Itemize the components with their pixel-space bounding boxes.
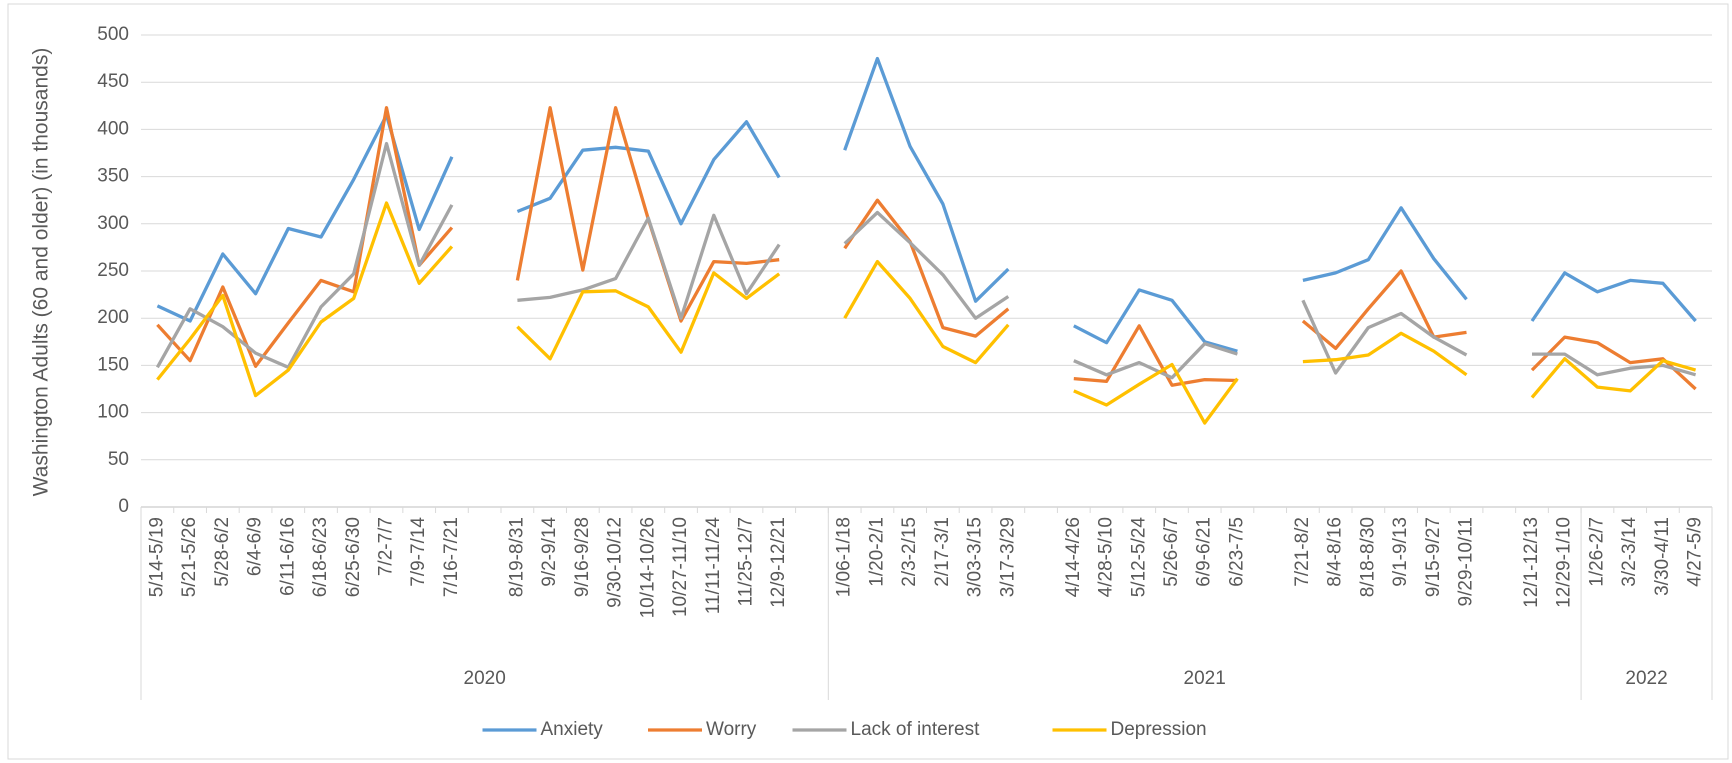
y-tick-label: 200 <box>97 307 129 328</box>
x-tick-label: 8/19-8/31 <box>506 517 527 597</box>
x-tick-label: 3/2-3/14 <box>1619 517 1640 587</box>
x-tick-label: 6/9-6/21 <box>1194 517 1215 587</box>
group-label: 2021 <box>1184 668 1226 689</box>
y-tick-label: 300 <box>97 213 129 234</box>
x-tick-label: 5/21-5/26 <box>179 517 200 597</box>
x-tick-label: 6/4-6/9 <box>245 517 266 576</box>
x-tick-label: 7/9-7/14 <box>408 517 429 587</box>
x-tick-label: 12/29-1/10 <box>1554 517 1575 608</box>
group-label: 2020 <box>464 668 506 689</box>
x-tick-label: 3/03-3/15 <box>965 517 986 597</box>
x-tick-label: 5/12-5/24 <box>1128 517 1149 598</box>
x-tick-label: 7/2-7/7 <box>375 517 396 576</box>
x-tick-label: 11/11-11/24 <box>703 517 724 615</box>
x-tick-label: 9/30-10/12 <box>605 517 626 608</box>
x-tick-label: 2/3-2/15 <box>899 517 920 587</box>
x-tick-label: 9/16-9/28 <box>572 517 593 597</box>
x-tick-label: 11/25-12/7 <box>736 517 757 606</box>
x-tick-label: 5/28-6/2 <box>212 517 233 587</box>
x-tick-label: 4/27-5/9 <box>1685 517 1706 587</box>
x-tick-label: 5/14-5/19 <box>146 517 167 597</box>
x-tick-label: 4/28-5/10 <box>1096 517 1117 597</box>
x-tick-label: 9/2-9/14 <box>539 517 560 587</box>
chart-border <box>7 3 1729 760</box>
y-tick-label: 0 <box>118 496 129 517</box>
legend-label: Worry <box>706 719 757 740</box>
x-tick-label: 8/18-8/30 <box>1357 517 1378 597</box>
x-tick-label: 10/27-11/10 <box>670 517 691 617</box>
y-axis-title: Washington Adults (60 and older) (in tho… <box>30 48 53 497</box>
x-tick-label: 8/4-8/16 <box>1325 517 1346 587</box>
x-tick-label: 6/11-6/16 <box>277 517 298 596</box>
y-tick-label: 250 <box>97 260 129 281</box>
series-line <box>155 141 1697 380</box>
x-tick-label: 12/9-12/21 <box>768 517 789 608</box>
x-tick-label: 6/18-6/23 <box>310 517 331 597</box>
x-tick-label: 1/20-2/1 <box>866 517 887 587</box>
y-tick-label: 150 <box>97 354 129 375</box>
x-tick-label: 9/15-9/27 <box>1423 517 1444 597</box>
legend-label: Depression <box>1111 719 1207 740</box>
series-line <box>156 201 1697 425</box>
x-tick-label: 3/17-3/29 <box>997 517 1018 597</box>
x-tick-label: 4/14-4/26 <box>1063 517 1084 597</box>
x-tick-label: 10/14-10/26 <box>637 517 658 618</box>
legend-label: Anxiety <box>541 719 604 740</box>
x-tick-label: 1/26-2/7 <box>1586 517 1607 587</box>
x-tick-label: 9/1-9/13 <box>1390 517 1411 587</box>
y-tick-label: 100 <box>97 402 129 423</box>
y-tick-label: 350 <box>97 166 129 187</box>
x-tick-label: 5/26-6/7 <box>1161 517 1182 587</box>
y-tick-label: 450 <box>97 71 129 92</box>
x-tick-label: 2/17-3/1 <box>932 517 953 587</box>
y-tick-label: 500 <box>97 24 129 45</box>
x-tick-label: 7/16-7/21 <box>441 517 462 597</box>
x-tick-label: 9/29-10/11 <box>1456 517 1477 606</box>
x-tick-label: 6/25-6/30 <box>343 517 364 597</box>
x-tick-label: 6/23-7/5 <box>1226 517 1247 587</box>
x-tick-label: 3/30-4/11 <box>1652 517 1673 596</box>
series-line <box>156 56 1697 353</box>
x-tick-label: 7/21-8/2 <box>1292 517 1313 587</box>
y-tick-label: 400 <box>97 118 129 139</box>
x-tick-label: 12/1-12/13 <box>1521 517 1542 608</box>
y-tick-label: 50 <box>108 449 129 470</box>
x-tick-label: 1/06-1/18 <box>834 517 855 597</box>
group-label: 2022 <box>1625 668 1667 689</box>
legend-label: Lack of interest <box>851 719 981 740</box>
